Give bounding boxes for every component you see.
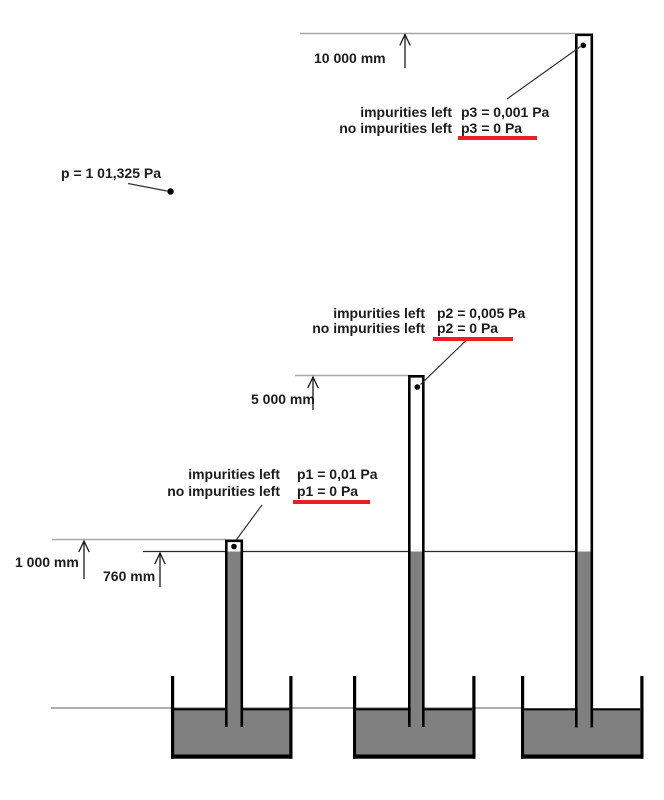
vessel-wall-left	[171, 676, 175, 759]
tube3-impurities-value: p3 = 0,001 Pa	[461, 104, 550, 120]
tube1-impurities-label: impurities left	[188, 465, 280, 482]
barometer-tube-2	[408, 375, 425, 728]
leader-p1	[236, 504, 263, 540]
arrow-5000mm	[307, 375, 319, 410]
arrow-head	[399, 32, 411, 46]
leader-p3	[506, 46, 581, 100]
arrow-head	[307, 375, 319, 389]
tube3-red-underline	[458, 136, 537, 140]
leader-p2	[420, 340, 466, 385]
arrow-10000mm	[399, 32, 411, 68]
barometer-tube-3	[575, 33, 594, 728]
tube2-impurities-label: impurities left	[333, 304, 425, 321]
vessel-wall-right	[289, 676, 293, 759]
tube3-no-impurities-value: p3 = 0 Pa	[461, 119, 523, 136]
tube3-no-impurities-label: no impurities left	[339, 119, 452, 136]
tube1-impurities-value: p1 = 0,01 Pa	[297, 465, 378, 482]
height-label-760mm: 760 mm	[103, 568, 156, 584]
leader-atmospheric-pressure	[127, 182, 168, 192]
tube1-red-underline	[293, 500, 370, 504]
vacuum-pointer-dot	[580, 42, 587, 49]
tube3-impurities-label: impurities left	[360, 104, 452, 120]
tube-walls	[408, 375, 425, 727]
vacuum-pointer-dot	[231, 543, 237, 550]
arrow-head	[154, 551, 166, 565]
atmosphere-pointer-dot	[167, 188, 174, 195]
tube2-impurities-value: p2 = 0,005 Pa	[437, 304, 526, 321]
vessel-bottom	[353, 754, 476, 759]
tube-walls	[575, 33, 594, 728]
vessel-wall-right	[640, 676, 644, 759]
arrow-760mm	[154, 551, 166, 587]
mercury-column	[410, 551, 422, 728]
atmospheric-pressure-label: p = 1 01,325 Pa	[61, 165, 162, 181]
arrow-head	[78, 539, 90, 553]
barometer-tube-1	[225, 539, 244, 728]
height-label-1000mm: 1 000 mm	[15, 554, 79, 570]
tube2-red-underline	[433, 337, 513, 341]
mercury-column	[577, 551, 591, 728]
vessel-wall-right	[472, 676, 476, 759]
tube-walls	[225, 539, 244, 727]
tube2-no-impurities-label: no impurities left	[312, 320, 425, 336]
tube1-no-impurities-value: p1 = 0 Pa	[297, 483, 359, 499]
vessel-bottom	[171, 754, 293, 759]
arrow-1000mm	[78, 539, 90, 579]
vessel-wall-left	[521, 676, 525, 759]
tube1-no-impurities-label: no impurities left	[167, 483, 280, 499]
height-label-10000mm: 10 000 mm	[314, 50, 386, 66]
leader-lines	[127, 46, 581, 540]
vessel-bottom	[521, 754, 644, 759]
height-label-5000mm: 5 000 mm	[251, 391, 315, 407]
vacuum-pointer-dot	[414, 384, 421, 390]
vessel-wall-left	[353, 676, 357, 759]
tube2-no-impurities-value: p2 = 0 Pa	[437, 320, 499, 336]
vacuum-space	[577, 36, 591, 552]
mercury-column	[227, 551, 241, 728]
vacuum-space	[410, 377, 422, 552]
